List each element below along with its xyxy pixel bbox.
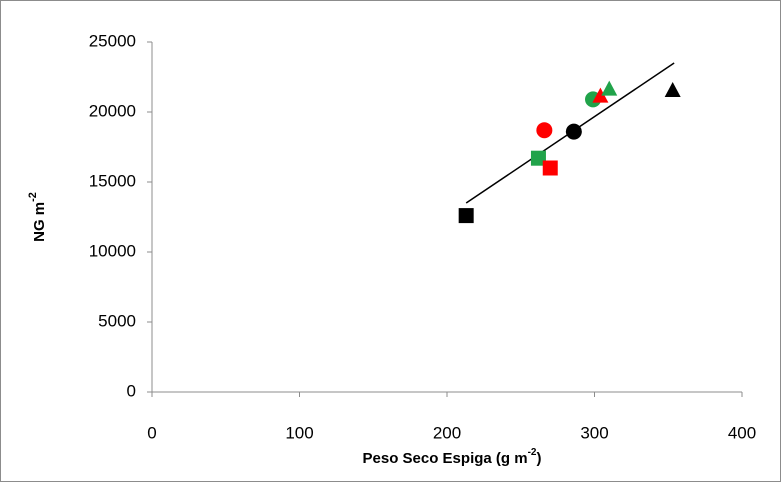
y-tick-label: 5000 bbox=[98, 311, 136, 330]
point-circle bbox=[536, 122, 553, 139]
point-circle bbox=[565, 123, 582, 140]
point-square bbox=[458, 208, 474, 224]
x-axis-title-end: ) bbox=[536, 450, 541, 467]
x-axis-title-text: Peso Seco Espiga (g m bbox=[363, 450, 528, 467]
x-tick-label: 0 bbox=[147, 423, 156, 442]
y-axis-title-text: NG m bbox=[31, 202, 48, 242]
x-tick-label: 100 bbox=[285, 423, 313, 442]
point-square bbox=[530, 150, 546, 166]
x-tick-label: 200 bbox=[433, 423, 461, 442]
y-tick-label: 0 bbox=[127, 381, 136, 400]
point-triangle bbox=[592, 87, 609, 103]
point-triangle bbox=[601, 80, 618, 96]
x-tick-label: 300 bbox=[580, 423, 608, 442]
y-tick-label: 15000 bbox=[89, 171, 136, 190]
x-axis-title-sup: -2 bbox=[528, 447, 537, 458]
y-axis-title-sup: -2 bbox=[27, 192, 39, 202]
y-axis-title: NG m-2 bbox=[27, 192, 48, 242]
y-tick-label: 20000 bbox=[89, 101, 136, 120]
point-triangle bbox=[664, 82, 681, 97]
x-axis-title: Peso Seco Espiga (g m-2) bbox=[363, 447, 542, 467]
y-tick-label: 10000 bbox=[89, 241, 136, 260]
y-tick-label: 25000 bbox=[89, 31, 136, 50]
point-square bbox=[542, 160, 558, 176]
x-tick-label: 400 bbox=[728, 423, 756, 442]
